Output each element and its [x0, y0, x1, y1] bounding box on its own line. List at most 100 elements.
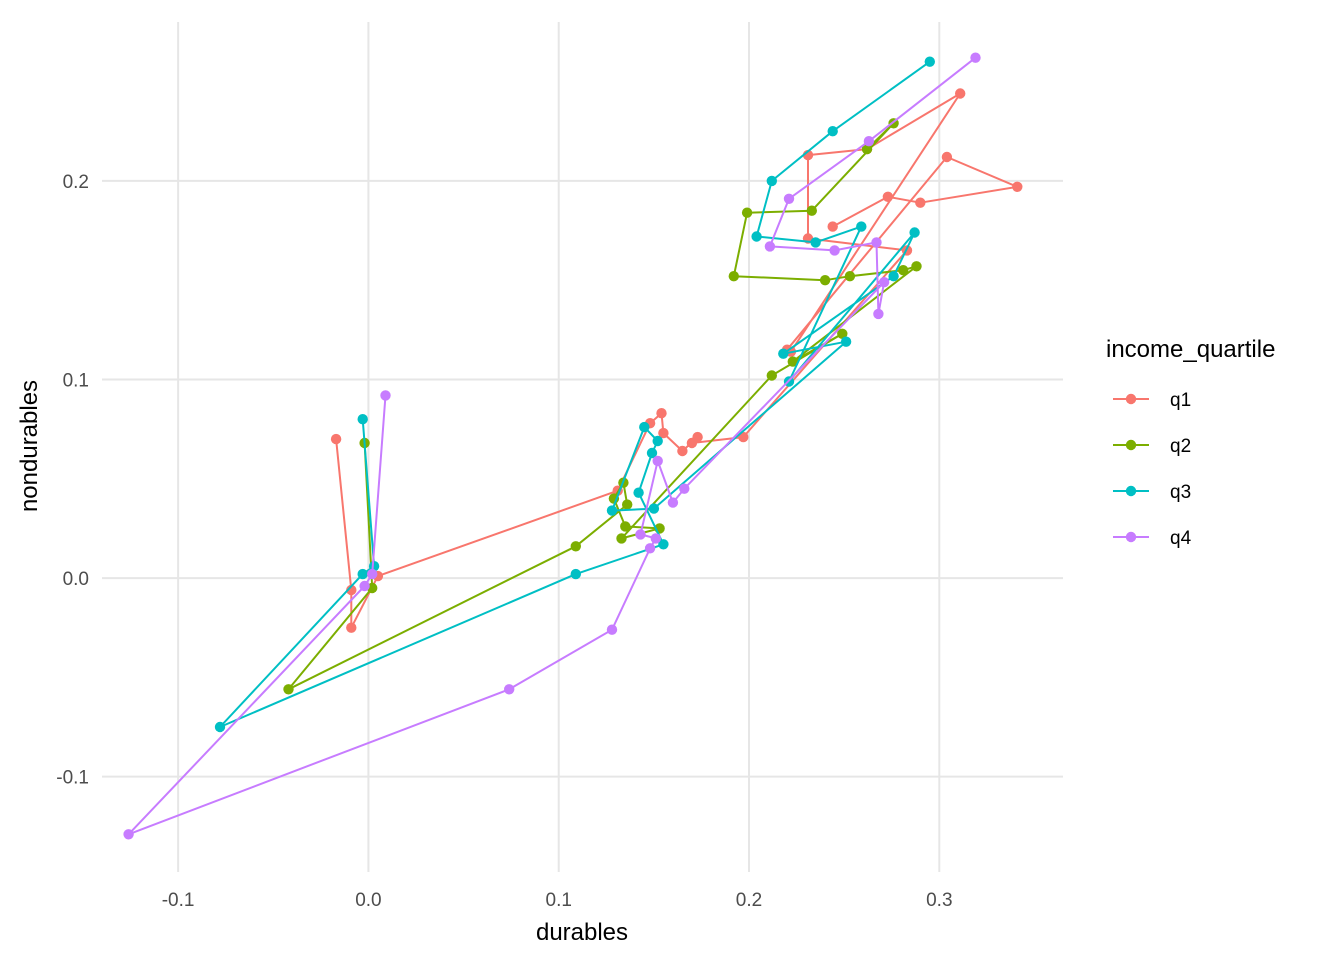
- series-line-q4: [127, 56, 977, 836]
- data-point-q4: [644, 543, 656, 554]
- legend-label: q3: [1170, 482, 1191, 503]
- data-point-q1: [658, 427, 669, 439]
- data-point-q3: [810, 237, 821, 248]
- data-point-q4: [873, 308, 884, 320]
- y-tick-label: 0.2: [63, 172, 89, 193]
- x-axis-ticks: -0.1 0.0 0.1 0.2 0.3: [162, 890, 953, 911]
- legend-key-point: [1125, 531, 1137, 543]
- data-point-q3: [648, 503, 660, 514]
- data-point-q4: [380, 390, 391, 401]
- data-point-q3: [909, 227, 920, 238]
- data-point-q4: [863, 136, 875, 147]
- y-axis-ticks: -0.1 0.0 0.1 0.2: [56, 172, 89, 789]
- data-point-q4: [970, 52, 981, 63]
- data-point-q3: [652, 435, 663, 447]
- data-point-q4: [667, 497, 679, 508]
- data-point-q2: [728, 271, 739, 282]
- data-point-q2: [570, 541, 581, 552]
- data-point-q2: [911, 261, 922, 272]
- data-point-q3: [357, 414, 368, 425]
- data-point-q2: [741, 207, 753, 218]
- data-point-q2: [787, 356, 798, 367]
- data-point-q1: [941, 151, 953, 163]
- data-point-q3: [606, 505, 618, 516]
- plot-series: [123, 52, 1023, 840]
- data-point-q3: [827, 126, 838, 137]
- series-q3: [214, 56, 935, 733]
- y-tick-label: 0.0: [63, 569, 89, 590]
- legend-item-q1: q1: [1113, 390, 1191, 411]
- data-point-q3: [646, 447, 658, 459]
- data-point-q3: [856, 221, 867, 232]
- data-point-q2: [806, 205, 817, 216]
- data-point-q1: [955, 88, 966, 99]
- legend-key-point: [1125, 393, 1137, 405]
- data-point-q4: [504, 684, 515, 695]
- data-point-q3: [214, 721, 226, 733]
- data-point-q3: [840, 336, 852, 347]
- data-point-q1: [656, 408, 667, 419]
- data-point-q2: [861, 143, 873, 155]
- legend-item-q4: q4: [1113, 528, 1192, 549]
- data-point-q4: [679, 483, 690, 494]
- data-point-q4: [829, 245, 840, 256]
- y-axis-title: nondurables: [16, 380, 43, 512]
- data-point-q2: [283, 684, 294, 695]
- data-point-q2: [819, 275, 831, 286]
- x-tick-label: 0.2: [736, 890, 762, 911]
- data-point-q2: [837, 328, 848, 339]
- data-point-q1: [915, 197, 926, 208]
- x-axis-title: durables: [536, 919, 628, 946]
- y-tick-label: 0.1: [63, 370, 89, 391]
- data-point-q1: [677, 445, 688, 457]
- data-point-q1: [346, 584, 357, 596]
- x-tick-label: -0.1: [162, 890, 195, 911]
- data-point-q1: [686, 437, 698, 449]
- data-point-q4: [871, 237, 882, 248]
- series-line-q2: [287, 122, 918, 691]
- data-point-q3: [751, 231, 762, 242]
- data-point-q1: [330, 433, 342, 445]
- data-point-q1: [346, 622, 357, 633]
- data-point-q4: [652, 455, 663, 467]
- data-point-q3: [570, 568, 581, 580]
- data-point-q2: [616, 533, 627, 544]
- legend-item-q3: q3: [1113, 482, 1191, 503]
- data-point-q3: [766, 175, 777, 187]
- data-point-q2: [844, 271, 856, 282]
- data-point-q4: [359, 580, 370, 592]
- data-point-q4: [878, 277, 890, 288]
- data-point-q4: [783, 193, 795, 204]
- x-tick-label: 0.3: [926, 890, 952, 911]
- data-point-q4: [123, 829, 134, 840]
- data-point-q4: [764, 241, 776, 252]
- data-point-q1: [1012, 181, 1023, 192]
- data-point-q1: [882, 191, 894, 202]
- x-tick-label: 0.1: [546, 890, 572, 911]
- y-tick-label: -0.1: [56, 768, 89, 789]
- legend-item-q2: q2: [1113, 436, 1191, 457]
- data-point-q3: [368, 561, 380, 572]
- x-tick-label: 0.0: [355, 890, 381, 911]
- data-point-q2: [620, 521, 631, 532]
- legend: income_quartile q1 q2 q3 q4: [1106, 336, 1275, 549]
- data-point-q2: [622, 499, 633, 510]
- legend-label: q2: [1170, 436, 1191, 457]
- data-point-q3: [639, 421, 650, 433]
- data-point-q4: [367, 568, 378, 580]
- legend-key-point: [1125, 485, 1137, 497]
- legend-title: income_quartile: [1106, 336, 1275, 363]
- series-q2: [283, 118, 922, 695]
- data-point-q3: [658, 539, 669, 550]
- data-point-q1: [827, 221, 838, 232]
- data-point-q3: [888, 271, 899, 282]
- data-point-q2: [766, 370, 777, 381]
- data-point-q4: [606, 624, 618, 635]
- legend-key-point: [1125, 439, 1137, 451]
- data-point-q4: [650, 533, 661, 544]
- data-point-q3: [357, 568, 368, 580]
- series-q4: [123, 52, 981, 840]
- data-point-q4: [635, 529, 646, 540]
